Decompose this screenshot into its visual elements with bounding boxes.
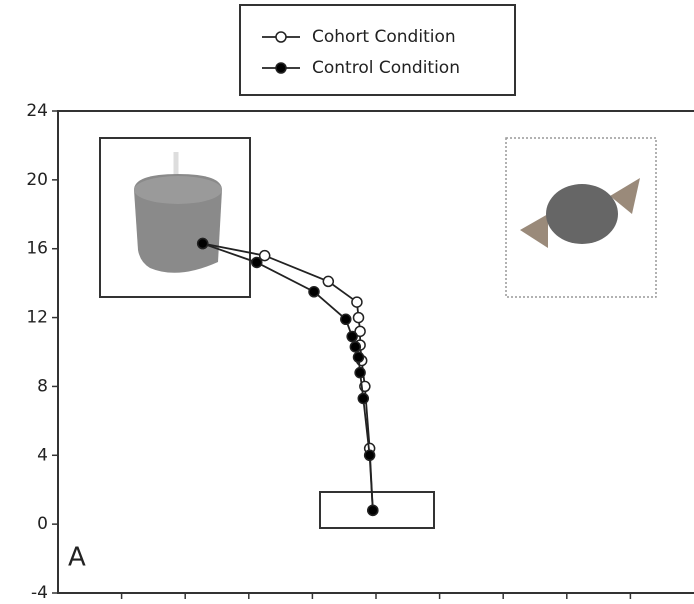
marker — [351, 296, 363, 308]
y-tick-label: 24 — [26, 101, 48, 121]
y-tick-label: 4 — [37, 445, 48, 465]
y-tick-label: 8 — [37, 376, 48, 396]
legend-box — [239, 4, 516, 96]
marker — [251, 256, 263, 269]
candy-wrap-left — [520, 214, 548, 248]
marker — [346, 330, 358, 343]
marker — [322, 275, 335, 288]
marker — [352, 311, 365, 324]
candy-wrap-right — [610, 178, 640, 214]
marker — [349, 341, 362, 353]
y-tick-label: -4 — [31, 583, 48, 603]
candy-image — [505, 137, 657, 298]
marker — [363, 449, 376, 462]
marker — [258, 249, 271, 262]
plot-frame — [57, 110, 694, 594]
candy-body — [546, 184, 618, 244]
y-tick-label: 16 — [26, 239, 48, 259]
marker — [367, 504, 379, 517]
legend-marker — [275, 62, 287, 74]
marker — [354, 366, 366, 379]
marker — [354, 325, 366, 338]
candle-image — [99, 137, 251, 298]
panel-label: A — [68, 543, 86, 573]
marker — [340, 313, 352, 326]
marker — [357, 392, 370, 405]
y-tick-label: 0 — [37, 514, 48, 534]
marker — [352, 351, 365, 363]
candle-top — [134, 176, 222, 204]
y-tick-label: 20 — [26, 170, 48, 190]
legend-marker — [275, 31, 287, 43]
legend-label: Control Condition — [312, 58, 460, 78]
legend-label: Cohort Condition — [312, 27, 456, 47]
marker — [308, 286, 320, 298]
marker — [196, 237, 209, 250]
y-tick-label: 12 — [26, 308, 48, 328]
